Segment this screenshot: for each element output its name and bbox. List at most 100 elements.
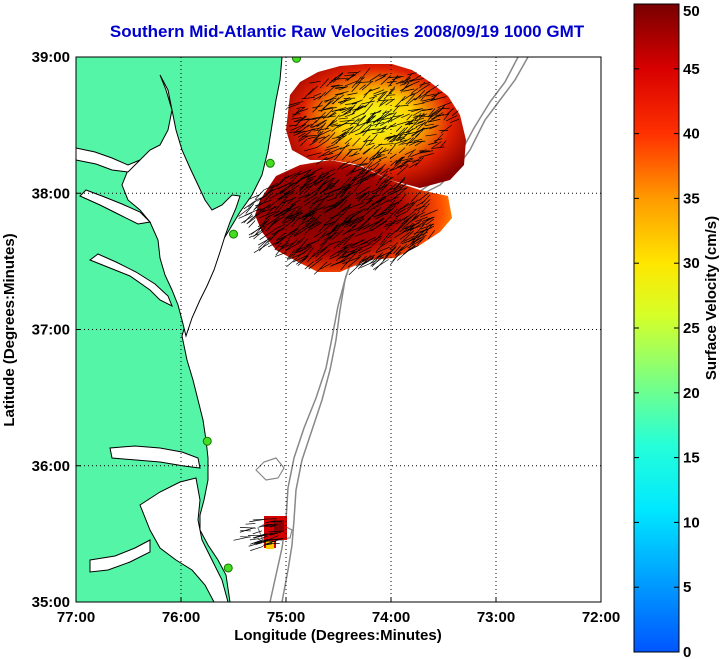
map-title: Southern Mid-Atlantic Raw Velocities 200… bbox=[109, 22, 585, 41]
velocity-vector bbox=[341, 150, 351, 161]
velocity-vector bbox=[253, 226, 267, 237]
velocity-vector bbox=[305, 208, 313, 218]
velocity-vector bbox=[286, 240, 303, 251]
velocity-vector bbox=[297, 169, 313, 176]
velocity-vector bbox=[410, 108, 423, 113]
velocity-vector bbox=[366, 115, 377, 125]
velocity-vector bbox=[265, 185, 275, 196]
velocity-vector bbox=[308, 257, 323, 270]
velocity-vector bbox=[259, 220, 268, 229]
velocity-vector bbox=[306, 240, 318, 246]
velocity-vector bbox=[357, 191, 370, 202]
velocity-vector bbox=[248, 541, 263, 547]
velocity-vector bbox=[265, 210, 280, 219]
velocity-vector bbox=[359, 243, 372, 250]
velocity-vector bbox=[356, 115, 366, 125]
velocity-vector bbox=[306, 203, 320, 218]
velocity-vector bbox=[395, 243, 408, 257]
velocity-vector bbox=[296, 124, 310, 135]
velocity-vector bbox=[360, 123, 372, 134]
velocity-vector bbox=[270, 228, 282, 240]
velocity-vector bbox=[338, 86, 348, 91]
velocity-vector bbox=[313, 261, 328, 275]
y-tick-label: 36:00 bbox=[32, 458, 70, 475]
velocity-vector bbox=[316, 172, 324, 181]
velocity-vector bbox=[318, 91, 326, 100]
velocity-vector bbox=[376, 110, 387, 123]
velocity-vector bbox=[415, 90, 426, 101]
velocity-vector bbox=[253, 242, 270, 253]
velocity-vector bbox=[406, 114, 413, 121]
velocity-vector bbox=[292, 244, 303, 257]
velocity-vector bbox=[359, 118, 371, 129]
velocity-vector bbox=[312, 105, 323, 109]
velocity-vector bbox=[393, 208, 401, 217]
velocity-vector bbox=[298, 132, 306, 138]
velocity-vector bbox=[342, 256, 360, 265]
velocity-vector bbox=[358, 81, 374, 83]
velocity-vector bbox=[286, 249, 295, 260]
velocity-vector bbox=[296, 238, 308, 254]
velocity-vector bbox=[373, 89, 385, 95]
velocity-vector bbox=[256, 190, 272, 202]
velocity-vector bbox=[376, 199, 390, 208]
velocity-vector bbox=[418, 192, 429, 202]
velocity-vector bbox=[358, 249, 371, 257]
velocity-vector bbox=[368, 151, 380, 160]
velocity-vector bbox=[265, 539, 280, 545]
velocity-vector bbox=[387, 186, 402, 194]
velocity-vector bbox=[250, 539, 264, 545]
radar-station-marker bbox=[202, 436, 212, 446]
velocity-vector bbox=[344, 74, 355, 77]
velocity-vector bbox=[248, 227, 262, 236]
velocity-vector bbox=[408, 230, 424, 243]
rappahannock-river bbox=[79, 189, 152, 225]
velocity-vector bbox=[314, 175, 330, 187]
velocity-vector bbox=[399, 225, 409, 233]
x-tick-label: 72:00 bbox=[582, 609, 620, 626]
velocity-vector bbox=[412, 109, 424, 116]
velocity-vector bbox=[356, 173, 366, 184]
velocity-vector bbox=[288, 180, 301, 187]
velocity-vector bbox=[369, 87, 380, 92]
velocity-vector bbox=[400, 80, 413, 86]
radar-station-marker bbox=[265, 158, 275, 168]
velocity-vector bbox=[263, 542, 272, 547]
velocity-vector bbox=[325, 202, 341, 212]
velocity-vector bbox=[327, 131, 336, 141]
velocity-vector bbox=[347, 255, 362, 268]
velocity-vector bbox=[302, 210, 314, 217]
velocity-vector bbox=[331, 84, 340, 87]
velocity-vector bbox=[409, 221, 425, 232]
velocity-vector bbox=[369, 111, 381, 115]
velocity-vector bbox=[302, 211, 317, 220]
x-tick-label: 73:00 bbox=[477, 609, 515, 626]
velocity-vector bbox=[274, 211, 284, 218]
velocity-vector bbox=[358, 156, 368, 168]
velocity-vector bbox=[353, 180, 363, 192]
velocity-vector bbox=[377, 91, 386, 101]
x-tick-label: 74:00 bbox=[372, 609, 410, 626]
velocity-vector bbox=[383, 222, 396, 228]
velocity-vector bbox=[396, 137, 406, 142]
radar-station-marker bbox=[292, 57, 301, 63]
velocity-vector bbox=[351, 218, 365, 228]
velocity-vector bbox=[254, 539, 268, 545]
velocity-vector bbox=[252, 533, 266, 539]
velocity-vector bbox=[386, 230, 397, 239]
velocity-vector bbox=[296, 106, 306, 109]
velocity-vector bbox=[363, 170, 381, 181]
velocity-vector bbox=[425, 134, 437, 137]
velocity-vector bbox=[399, 231, 411, 240]
velocity-vector bbox=[304, 261, 314, 270]
velocity-vector bbox=[280, 192, 295, 200]
velocity-vector bbox=[324, 85, 335, 96]
velocity-vector bbox=[432, 146, 445, 149]
velocity-vector bbox=[356, 223, 370, 232]
velocity-vector bbox=[312, 246, 327, 257]
velocity-vector bbox=[309, 140, 318, 146]
velocity-vector bbox=[271, 228, 285, 235]
velocity-vector bbox=[376, 209, 393, 217]
potomac-river bbox=[76, 147, 141, 173]
velocity-vector bbox=[351, 157, 363, 163]
